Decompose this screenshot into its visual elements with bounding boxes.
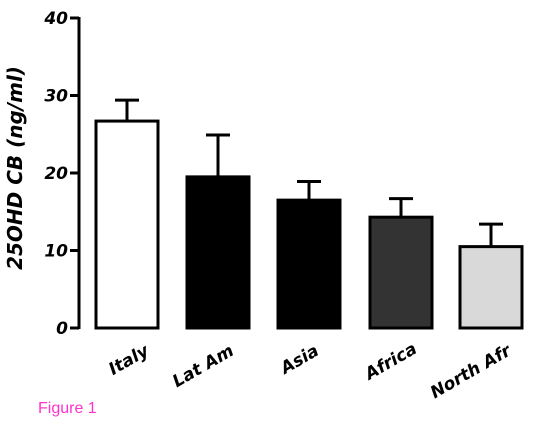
figure-caption: Figure 1 [38, 400, 97, 417]
bars [94, 119, 524, 330]
x-axis-labels: Italy Lat Am Asia Africa North Afr [105, 339, 516, 403]
y-tick-label: 30 [44, 87, 68, 107]
bar-africa [368, 215, 434, 330]
y-tick-label: 0 [56, 319, 68, 339]
error-bars [115, 98, 503, 247]
y-tick-label: 10 [44, 242, 68, 262]
bar-lat-am [185, 175, 251, 330]
bar-asia [276, 198, 342, 330]
y-axis-title: 25OHD CB (ng/ml) [3, 66, 27, 270]
x-category-label: Asia [276, 341, 323, 380]
bar-italy [94, 119, 160, 330]
x-category-label: Lat Am [169, 341, 237, 392]
bar-north-afr [458, 245, 524, 330]
y-tick-label: 20 [44, 164, 68, 184]
x-category-label: North Afr [427, 340, 516, 403]
x-category-label: Africa [360, 339, 421, 385]
y-tick-label: 40 [43, 9, 68, 29]
x-category-label: Italy [105, 341, 153, 380]
y-axis: 0 10 20 30 40 [43, 9, 81, 339]
